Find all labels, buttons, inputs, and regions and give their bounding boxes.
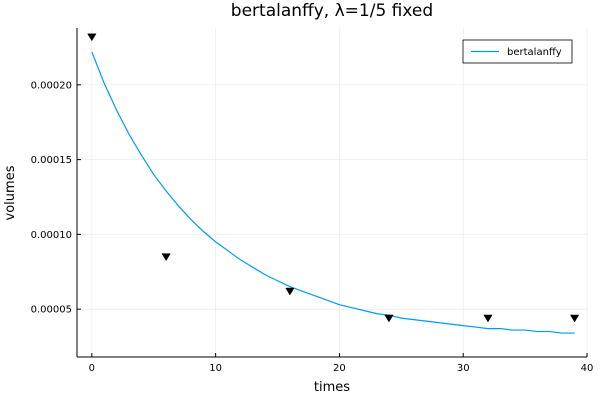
- y-tick-label: 0.00010: [31, 230, 72, 241]
- x-tick-label: 0: [89, 363, 95, 374]
- y-tick-label: 0.00020: [31, 80, 72, 91]
- ticks: 0 10 20 30 40 0.00005 0.00010 0.00015 0.00020: [31, 80, 594, 374]
- data-point-marker: [285, 287, 295, 296]
- data-point-marker: [87, 33, 97, 42]
- x-tick-label: 20: [333, 363, 346, 374]
- legend-box: [462, 39, 573, 64]
- x-tick-label: 30: [457, 363, 470, 374]
- x-axis-label: times: [314, 380, 350, 395]
- series-line-bertalanffy: [91, 51, 575, 334]
- series-layer: [87, 33, 580, 334]
- grid: [77, 28, 588, 357]
- x-tick-label: 10: [209, 363, 222, 374]
- legend: bertalanffy: [462, 39, 573, 64]
- data-point-marker: [384, 314, 394, 323]
- legend-entry-label: bertalanffy: [507, 47, 562, 58]
- chart-title: bertalanffy, λ=1/5 fixed: [231, 1, 433, 21]
- y-axis-label: volumes: [3, 165, 18, 220]
- y-tick-label: 0.00005: [31, 305, 72, 316]
- data-point-marker: [483, 314, 493, 323]
- x-tick-label: 40: [581, 363, 594, 374]
- data-point-marker: [161, 253, 171, 262]
- data-point-marker: [569, 314, 580, 323]
- y-tick-label: 0.00015: [31, 155, 72, 166]
- axes: [76, 28, 587, 358]
